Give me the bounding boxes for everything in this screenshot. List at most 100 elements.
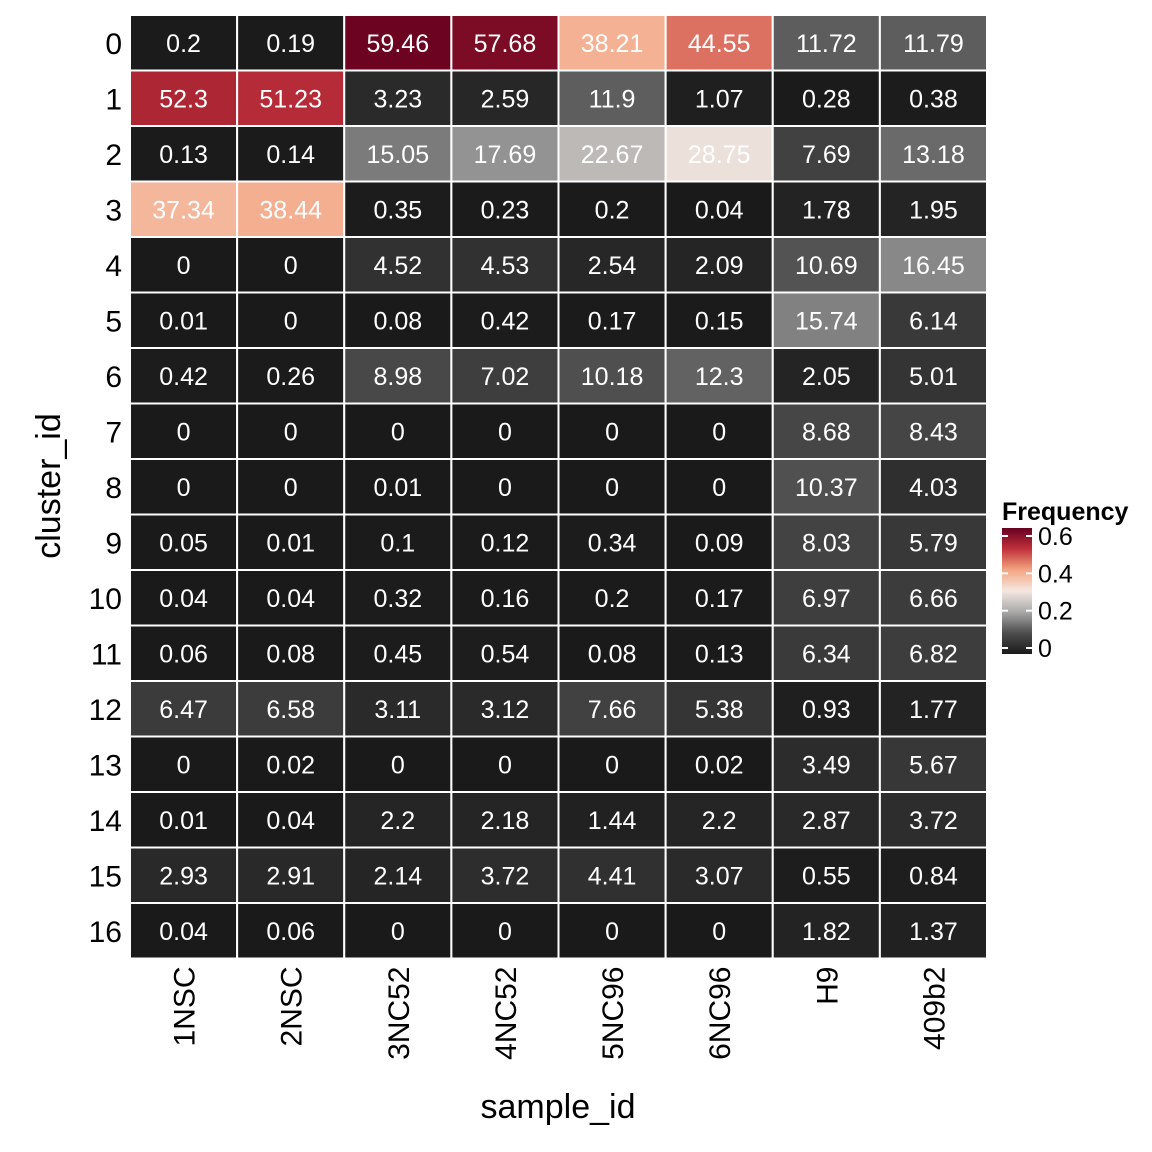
heatmap-cell (236, 569, 346, 627)
heatmap-cell (878, 402, 988, 460)
heatmap-cell (343, 791, 453, 849)
cell-value-label: 8.03 (802, 529, 851, 557)
legend-title: Frequency (1002, 498, 1129, 526)
cell-value-label: 0.09 (695, 529, 744, 557)
heatmap-cell (129, 735, 239, 793)
x-tick-label: H9 (811, 967, 844, 1005)
x-axis-title: sample_id (481, 1088, 636, 1126)
heatmap-cell (450, 458, 560, 516)
heatmap-cell (878, 569, 988, 627)
heatmap-cell (664, 125, 774, 183)
cell-value-label: 0.08 (588, 640, 637, 668)
heatmap-cell (664, 291, 774, 349)
cell-value-label: 59.46 (367, 30, 430, 58)
cell-value-label: 5.67 (909, 751, 958, 779)
cell-value-label: 0.04 (159, 585, 208, 613)
cell-value-label: 3.07 (695, 862, 744, 890)
cell-value-label: 0 (605, 474, 619, 502)
cell-value-label: 0 (498, 751, 512, 779)
heatmap-cell (450, 180, 560, 238)
cell-value-label: 16.45 (902, 252, 965, 280)
cell-value-label: 22.67 (581, 141, 644, 169)
heatmap-cell (771, 180, 881, 238)
cell-value-label: 5.79 (909, 529, 958, 557)
heatmap-cell (878, 513, 988, 571)
cell-value-label: 15.05 (367, 141, 430, 169)
heatmap-cell (236, 458, 346, 516)
y-tick-label: 10 (89, 583, 122, 616)
cell-value-label: 0.14 (266, 141, 315, 169)
heatmap-cell (664, 902, 774, 960)
heatmap-cell (129, 902, 239, 960)
cell-value-label: 0.01 (266, 529, 315, 557)
heatmap-cell (450, 846, 560, 904)
cell-value-label: 6.82 (909, 640, 958, 668)
cell-value-label: 0.01 (373, 474, 422, 502)
cell-value-label: 0 (712, 918, 726, 946)
cell-value-label: 0 (177, 252, 191, 280)
heatmap-cell (343, 680, 453, 738)
cell-value-label: 0 (177, 418, 191, 446)
y-tick-label: 15 (89, 860, 122, 893)
cell-value-label: 0.34 (588, 529, 637, 557)
cell-value-label: 0.06 (159, 640, 208, 668)
cell-value-label: 3.72 (909, 807, 958, 835)
heatmap-cell (450, 902, 560, 960)
y-tick-label: 1 (105, 83, 122, 116)
heatmap-cell (878, 291, 988, 349)
cell-value-label: 12.3 (695, 363, 744, 391)
cell-value-label: 2.05 (802, 363, 851, 391)
cell-value-label: 1.44 (588, 807, 637, 835)
cell-value-label: 0.84 (909, 862, 958, 890)
y-tick-label: 0 (105, 28, 122, 61)
heatmap-cell (664, 791, 774, 849)
heatmap-cell (664, 680, 774, 738)
heatmap-cell (664, 735, 774, 793)
cell-value-label: 28.75 (688, 141, 751, 169)
legend-color-bar (1002, 528, 1032, 654)
cell-value-label: 2.93 (159, 862, 208, 890)
cell-value-label: 11.72 (796, 30, 857, 58)
cell-value-label: 2.09 (695, 252, 744, 280)
cell-value-label: 0.12 (481, 529, 530, 557)
heatmap-cell (878, 846, 988, 904)
cell-value-label: 0 (391, 751, 405, 779)
cell-value-label: 0.23 (481, 196, 530, 224)
heatmap-cell (343, 902, 453, 960)
heatmap-cell (236, 69, 346, 127)
cell-value-label: 0.26 (266, 363, 315, 391)
heatmap-cell (236, 902, 346, 960)
cell-value-label: 0.19 (266, 30, 315, 58)
cell-value-label: 6.47 (159, 696, 208, 724)
heatmap-cell (129, 125, 239, 183)
cell-value-label: 0.01 (159, 307, 208, 335)
cell-value-label: 7.02 (481, 363, 530, 391)
cell-value-label: 10.37 (795, 474, 858, 502)
heatmap-cell (450, 125, 560, 183)
cell-value-label: 44.55 (688, 30, 751, 58)
cell-value-label: 0 (712, 418, 726, 446)
cell-value-label: 7.66 (588, 696, 637, 724)
heatmap-cell (450, 513, 560, 571)
heatmap-cell (343, 180, 453, 238)
heatmap-cell (557, 458, 667, 516)
x-tick-label: 409b2 (918, 967, 951, 1050)
heatmap-cell (129, 513, 239, 571)
heatmap-cell (343, 347, 453, 405)
heatmap-cell (878, 69, 988, 127)
y-tick-label: 2 (105, 139, 122, 172)
cell-value-label: 3.72 (481, 862, 530, 890)
cell-value-label: 37.34 (152, 196, 215, 224)
cell-value-label: 0.01 (159, 807, 208, 835)
cell-value-label: 0.04 (695, 196, 744, 224)
cell-value-label: 11.79 (903, 30, 964, 58)
y-tick-label: 11 (91, 638, 122, 671)
heatmap-cell (664, 513, 774, 571)
heatmap-cell (236, 125, 346, 183)
heatmap-cell (450, 735, 560, 793)
heatmap-cell (450, 569, 560, 627)
heatmap-cell (878, 458, 988, 516)
heatmap-cell (664, 846, 774, 904)
cell-value-label: 0.1 (380, 529, 415, 557)
heatmap-cell (129, 569, 239, 627)
